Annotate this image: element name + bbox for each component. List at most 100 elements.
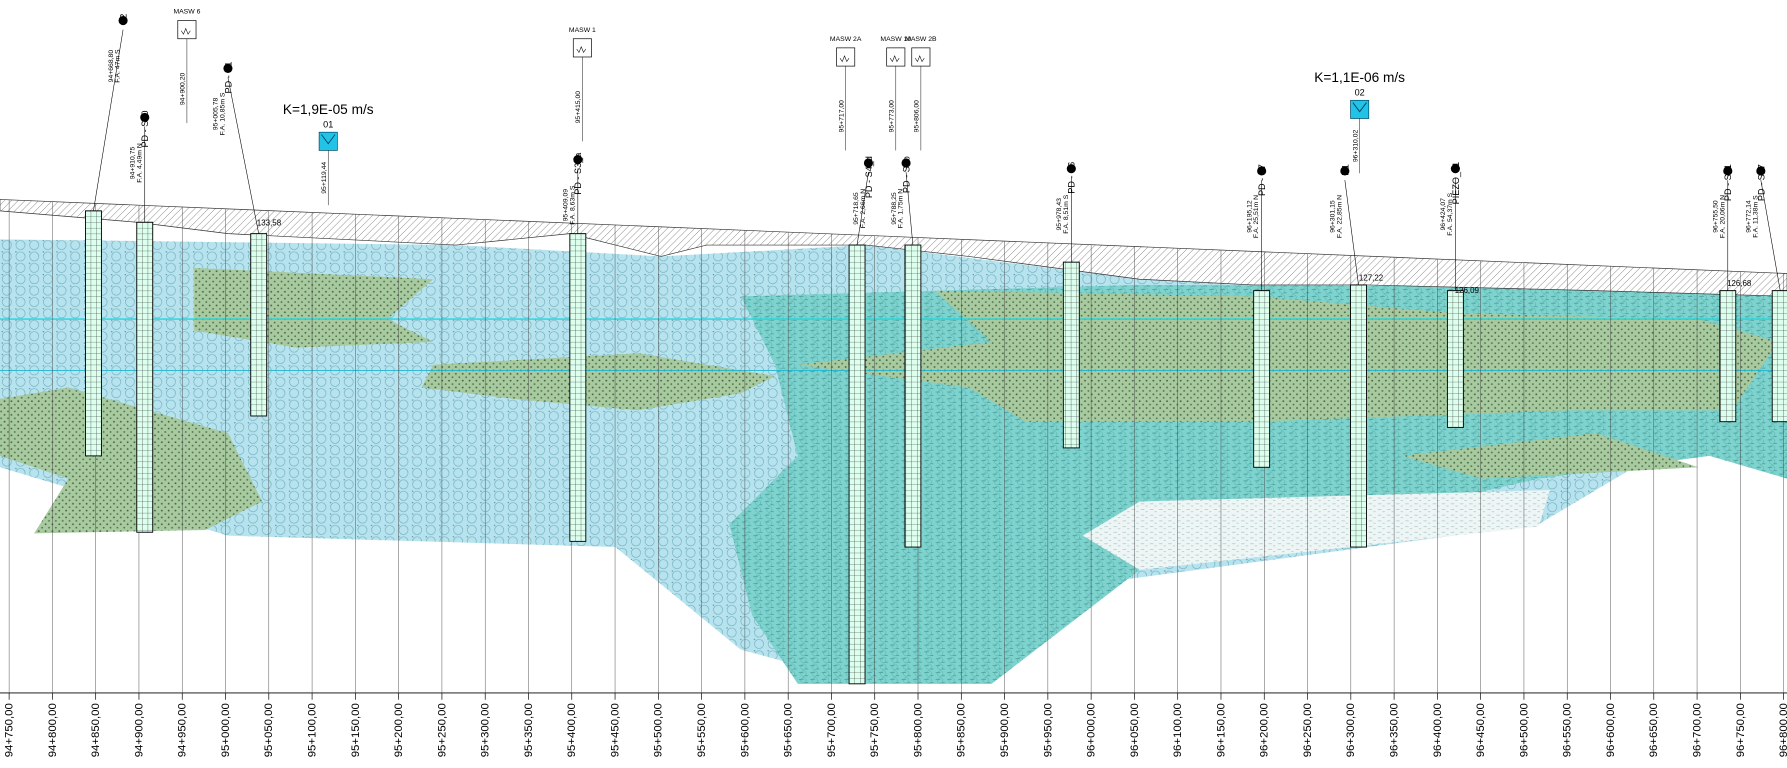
permeability-k: K=1,9E-05 m/s [283,102,374,117]
masw-icon [576,45,587,54]
soil-white [1082,490,1550,570]
masw-icon [180,27,191,35]
elevation-label: 126,09 [1455,286,1480,295]
station-label: 95+550,00 [696,703,708,757]
station-label: 95+400,00 [566,703,578,757]
station-label: 95+000,00 [220,703,232,757]
masw-box [177,20,197,40]
borehole-name: S2 [119,14,129,25]
station-label: 95+750,00 [869,703,881,757]
leader-line [1760,180,1781,291]
station-label: 94+950,00 [177,703,189,757]
station-label: 96+600,00 [1605,703,1617,757]
station-label: 95+450,00 [609,703,621,757]
masw-icon [889,55,900,63]
borehole-offset: F.A. 4,49m N [136,143,143,183]
borehole-marker [140,112,150,122]
station-label: 96+350,00 [1389,703,1401,757]
masw-label: MASW 10 [880,36,911,43]
borehole-name: PD - S4_d [864,156,874,198]
borehole-offset: F.A. 10,85m S [220,92,227,135]
borehole-marker [1756,166,1766,176]
borehole-name: PD - S3_a [573,152,583,195]
borehole-marker [901,158,911,168]
borehole-marker [118,15,128,26]
station-label: 96+500,00 [1518,703,1530,757]
masw-box [572,38,592,58]
borehole-column [904,244,922,548]
station-label: 95+800,00 [912,703,924,757]
soil-green [797,290,1778,422]
borehole-offset: F.A. 20,06m N [1719,195,1726,238]
borehole-offset: F.A. 8,63m S [569,185,576,225]
masw-chainage: 94+900,20 [180,72,187,105]
borehole-marker [863,158,874,168]
masw-label: MASW 1 [569,27,596,34]
borehole-name: PD - S20 [140,111,150,148]
borehole-marker [1257,166,1267,176]
soil-green [193,267,434,348]
borehole-marker [1723,166,1733,176]
station-label: 96+700,00 [1691,703,1703,757]
masw-chainage: 95+717,00 [838,100,845,133]
borehole-column [1062,261,1080,449]
permeability-chainage: 95+119,44 [321,162,328,194]
permeability-k: K=1,1E-06 m/s [1314,70,1405,85]
masw-chainage: 95+806,00 [914,100,921,133]
soil-green [1401,433,1699,479]
borehole-marker [223,63,233,73]
station-label: 94+750,00 [4,703,16,757]
station-label: 96+100,00 [1172,703,1184,757]
station-label: 94+800,00 [47,703,59,757]
borehole-column [250,233,268,417]
borehole-offset: F.A. 54,37m S [1447,192,1454,235]
permeability-id: 01 [323,120,333,130]
borehole-column [1253,290,1271,468]
station-label: 96+550,00 [1562,703,1574,757]
masw-label: MASW 2A [830,36,862,43]
permeability-chainage: 96+310,02 [1352,129,1359,162]
leader-line [856,172,869,246]
borehole-column [1446,290,1464,428]
station-label: 96+650,00 [1648,703,1660,757]
station-label: 94+900,00 [133,703,145,757]
masw-icon [839,55,850,63]
borehole-chainage: 94+910,75 [129,147,136,180]
station-label: 95+900,00 [999,703,1011,757]
borehole-chainage: 96+195,12 [1246,200,1253,233]
station-label: 95+850,00 [956,703,968,757]
borehole-column [136,221,154,533]
station-label: 95+350,00 [523,703,535,757]
permeability-icon [1352,102,1367,113]
station-label: 96+800,00 [1778,703,1787,757]
borehole-offset: F.A. 11,38m S [1752,195,1759,238]
borehole-name: N1 [1340,164,1350,176]
borehole-name: PD - S7 [1257,164,1267,196]
leader-line [93,29,124,211]
station-label: 96+050,00 [1129,703,1141,757]
borehole-name: PD - S6 [1067,162,1077,194]
station-label: 95+050,00 [263,703,275,757]
elevation-label: 127,22 [1359,273,1384,282]
station-label: 96+150,00 [1215,703,1227,757]
station-label: 95+250,00 [436,703,448,757]
station-label: 95+200,00 [393,703,405,757]
station-label: 96+400,00 [1432,703,1444,757]
masw-box [886,47,906,67]
borehole-chainage: 96+772,14 [1746,200,1753,233]
borehole-name: PD - S1 [223,62,233,94]
masw-chainage: 95+415,00 [575,91,582,124]
borehole-column [1719,290,1737,423]
station-label: 95+700,00 [826,703,838,757]
borehole-column [569,233,587,542]
leader-line [227,77,259,234]
drawing-group: 94+750,00 94+800,00 94+850,00 94+900,00 94+9… [0,9,1787,757]
borehole-column [85,210,102,457]
borehole-chainage: 96+424,07 [1440,198,1447,231]
borehole-offset: F.A. 25,51m N [1253,195,1260,238]
station-label: 96+300,00 [1345,703,1357,757]
elevation-label: 126,68 [1727,279,1752,288]
elevation-label: 133,58 [257,219,282,228]
